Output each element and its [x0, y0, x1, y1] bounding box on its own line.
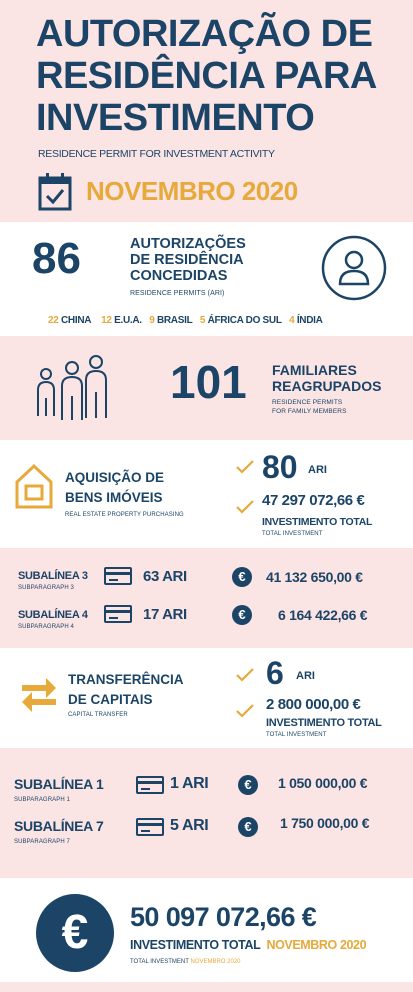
family-sub-2: FOR FAMILY MEMBERS: [272, 408, 347, 415]
capital-total-sub: TOTAL INVESTMENT: [266, 732, 327, 738]
euro-icon: €: [238, 817, 258, 837]
check-icon: [236, 500, 254, 514]
capital-label-1: TRANSFERÊNCIA: [68, 672, 184, 687]
capital-sub-7-sub: SUBPARAGRAPH 7: [14, 839, 70, 845]
subtitle: RESIDENCE PERMIT FOR INVESTMENT ACTIVITY: [38, 148, 275, 160]
capital-count: 6: [266, 655, 284, 691]
family-count: 101: [170, 356, 247, 408]
capital-sub-7-ari: 5 ARI: [170, 817, 209, 834]
property-sub-section: SUBALÍNEA 3 SUBPARAGRAPH 3 63 ARI € 41 1…: [0, 548, 413, 648]
title-line-1: AUTORIZAÇÃO DE: [36, 13, 373, 55]
property-total-sub: TOTAL INVESTMENT: [262, 531, 323, 537]
footer-strip: [0, 982, 413, 992]
total-amount: 50 097 072,66 €: [130, 902, 317, 932]
capital-section: TRANSFERÊNCIA DE CAPITAIS CAPITAL TRANSF…: [0, 648, 413, 748]
credit-card-icon: [104, 605, 132, 623]
family-icon: [37, 355, 107, 420]
euro-icon: €: [232, 605, 252, 625]
permits-label-3: CONCEDIDAS: [130, 268, 228, 284]
house-icon: [15, 463, 53, 509]
property-count: 80: [262, 449, 298, 485]
permits-section: 86 AUTORIZAÇÕES DE RESIDÊNCIA CONCEDIDAS…: [0, 222, 413, 336]
total-sub-row: TOTAL INVESTMENT NOVEMBRO 2020: [130, 959, 241, 965]
total-section: € 50 097 072,66 € INVESTIMENTO TOTAL NOV…: [0, 878, 413, 982]
country-south-africa: 5 ÁFRICA DO SUL: [199, 315, 282, 326]
capital-sub-7-label: SUBALÍNEA 7: [14, 818, 104, 834]
capital-amount: 2 800 000,00 €: [266, 696, 361, 713]
capital-sublabel: CAPITAL TRANSFER: [68, 712, 128, 718]
title-line-3: INVESTIMENTO: [36, 97, 315, 139]
property-label-1: AQUISIÇÃO DE: [65, 470, 165, 485]
check-icon: [236, 704, 254, 718]
capital-sub-1-sub: SUBPARAGRAPH 1: [14, 797, 70, 803]
total-label: INVESTIMENTO TOTAL: [130, 938, 261, 952]
capital-total-label: INVESTIMENTO TOTAL: [266, 717, 382, 729]
total-month: NOVEMBRO 2020: [266, 938, 367, 952]
property-sub-3-ari: 63 ARI: [143, 568, 187, 585]
total-sub-month: NOVEMBRO 2020: [190, 959, 241, 965]
big-euro-icon: €: [36, 894, 114, 972]
country-india: 4 ÍNDIA: [289, 315, 323, 326]
capital-label-2: DE CAPITAIS: [68, 692, 153, 707]
total-sub-label: TOTAL INVESTMENT: [130, 959, 189, 965]
capital-sub-1-amount: 1 050 000,00 €: [278, 775, 368, 791]
property-label-2: BENS IMÓVEIS: [65, 490, 163, 505]
property-sub-4-label: SUBALÍNEA 4: [18, 609, 88, 621]
property-sub-4-ari: 17 ARI: [143, 606, 187, 623]
capital-sub-section: SUBALÍNEA 1 SUBPARAGRAPH 1 1 ARI € 1 050…: [0, 748, 413, 878]
header-month: NOVEMBRO 2020: [86, 176, 298, 206]
country-brazil: 9 BRASIL: [149, 315, 193, 326]
permits-count: 86: [32, 234, 81, 283]
property-amount: 47 297 072,66 €: [262, 492, 365, 509]
euro-icon: €: [238, 775, 258, 795]
family-label-1: FAMILIARES: [272, 362, 357, 378]
person-icon: [321, 235, 387, 301]
family-sub-1: RESIDENCE PERMITS: [272, 399, 343, 406]
capital-sub-1-label: SUBALÍNEA 1: [14, 776, 104, 792]
check-icon: [236, 460, 254, 474]
transfer-arrows-icon: [22, 678, 56, 712]
capital-sub-1-ari: 1 ARI: [170, 775, 209, 792]
permits-sublabel: RESIDENCE PERMITS (ARI): [130, 290, 225, 297]
family-label-2: REAGRUPADOS: [272, 378, 382, 394]
property-sub-3-sub: SUBPARAGRAPH 3: [18, 585, 74, 591]
property-unit: ARI: [308, 464, 327, 476]
title-line-2: RESIDÊNCIA PARA: [36, 55, 377, 97]
total-label-row: INVESTIMENTO TOTAL NOVEMBRO 2020: [130, 938, 367, 952]
property-sub-3-amount: 41 132 650,00 €: [266, 569, 363, 585]
credit-card-icon: [104, 567, 132, 585]
credit-card-icon: [136, 818, 164, 836]
euro-icon: €: [232, 567, 252, 587]
permits-label-1: AUTORIZAÇÕES: [130, 236, 246, 252]
capital-unit: ARI: [296, 670, 315, 682]
country-usa: 12 E.U.A.: [101, 315, 142, 326]
property-sub-4-sub: SUBPARAGRAPH 4: [18, 624, 74, 630]
property-section: AQUISIÇÃO DE BENS IMÓVEIS REAL ESTATE PR…: [0, 440, 413, 548]
permits-label-2: DE RESIDÊNCIA: [130, 252, 244, 268]
country-china: 22 CHINA: [48, 315, 92, 326]
check-icon: [236, 668, 254, 682]
header-section: AUTORIZAÇÃO DE RESIDÊNCIA PARA INVESTIME…: [0, 0, 413, 222]
countries-row: 22 CHINA 12 E.U.A. 9 BRASIL 5 ÁFRICA DO …: [48, 315, 323, 326]
family-section: 101 FAMILIARES REAGRUPADOS RESIDENCE PER…: [0, 336, 413, 440]
credit-card-icon: [136, 776, 164, 794]
capital-sub-7-amount: 1 750 000,00 €: [280, 815, 370, 831]
property-sub-3-label: SUBALÍNEA 3: [18, 570, 88, 582]
property-sub-4-amount: 6 164 422,66 €: [278, 607, 368, 623]
property-sublabel: REAL ESTATE PROPERTY PURCHASING: [65, 512, 184, 518]
calendar-check-icon: [38, 173, 72, 211]
property-total-label: INVESTIMENTO TOTAL: [262, 516, 373, 528]
